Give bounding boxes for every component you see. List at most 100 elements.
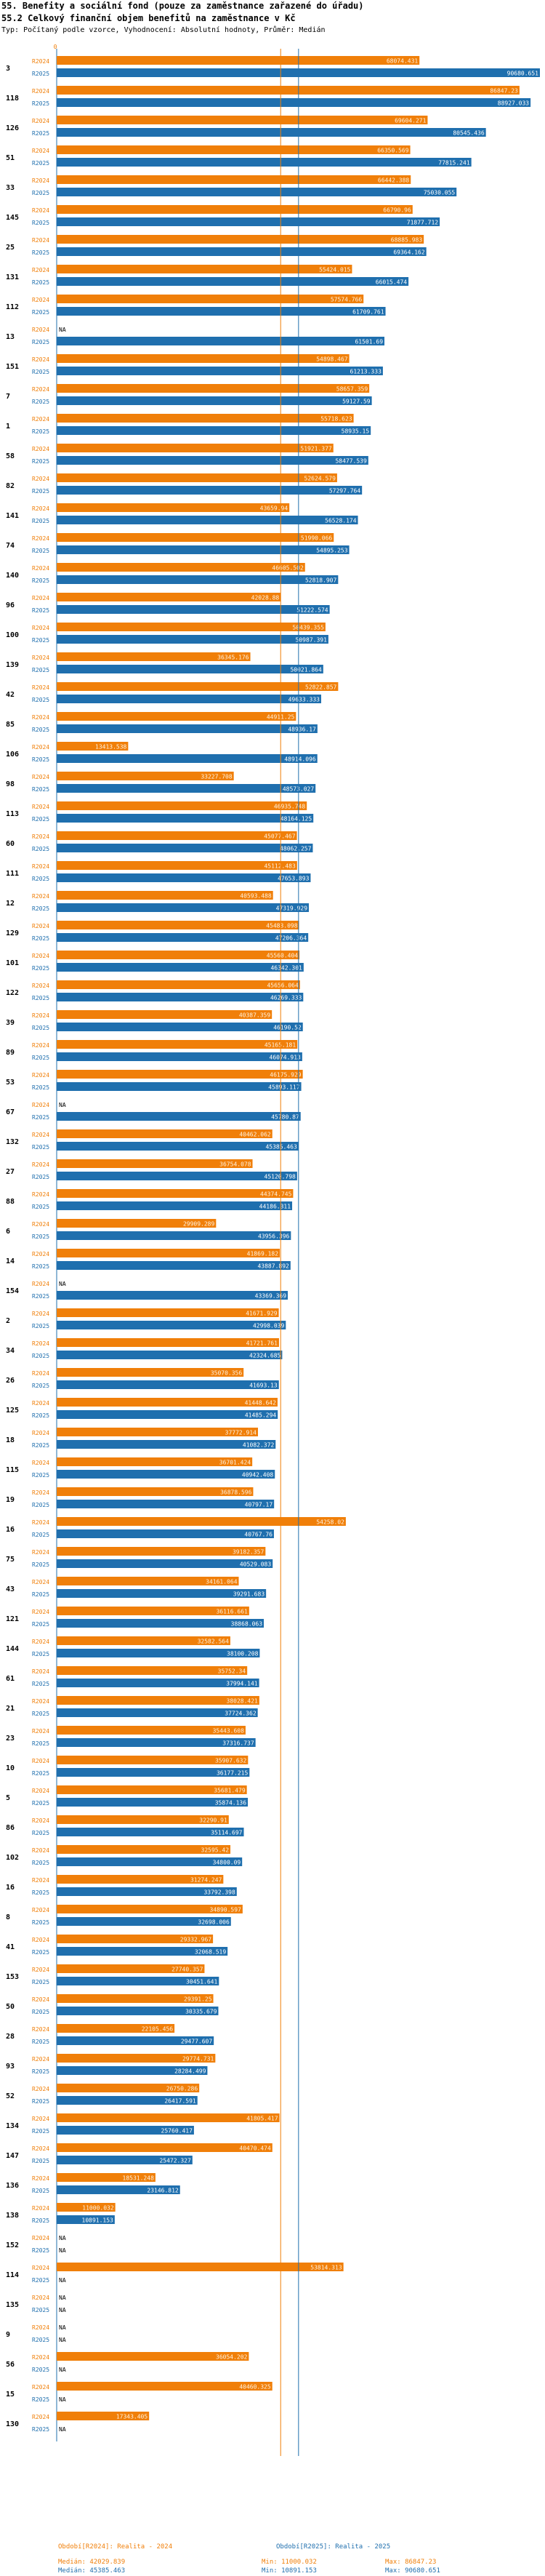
bar-r2024 (57, 563, 305, 572)
bar-r2024 (57, 1517, 346, 1526)
group-label: 122 (6, 989, 19, 997)
series-label-r2024: R2024 (32, 1758, 49, 1764)
data-label: 41693.13 (249, 1383, 278, 1389)
bar-r2024 (57, 891, 273, 900)
group-label: 34 (6, 1347, 15, 1355)
series-label-r2024: R2024 (32, 1609, 49, 1615)
series-label-r2025: R2025 (32, 518, 49, 524)
group-label: 60 (6, 840, 15, 848)
series-label-r2025: R2025 (32, 2188, 49, 2194)
data-label: 49633.333 (288, 697, 320, 703)
bar-r2025 (57, 2185, 180, 2194)
series-label-r2024: R2024 (32, 2086, 49, 2092)
bar-r2025 (57, 337, 385, 345)
bar-r2024 (57, 1428, 259, 1436)
data-label: 43659.94 (260, 505, 288, 512)
series-label-r2024: R2024 (32, 1907, 49, 1913)
data-label: 26750.286 (166, 2086, 198, 2092)
series-label-r2025: R2025 (32, 2367, 49, 2373)
data-label: 46175.929 (270, 1072, 302, 1079)
series-label-r2025: R2025 (32, 1561, 49, 1568)
group-label: 74 (6, 542, 15, 550)
data-label: 36701.424 (219, 1460, 251, 1466)
bar-r2024 (57, 1577, 239, 1585)
bar-r2024 (57, 831, 297, 840)
series-label-r2025: R2025 (32, 2068, 49, 2075)
series-label-r2024: R2024 (32, 1519, 49, 1526)
data-label: 41721.761 (246, 1340, 278, 1347)
series-label-r2024: R2024 (32, 595, 49, 601)
series-label-r2025: R2025 (32, 1651, 49, 1657)
data-label: 37724.362 (225, 1711, 257, 1717)
data-label: 35443.608 (213, 1728, 245, 1735)
bar-r2024 (57, 1726, 246, 1735)
data-label: 38100.208 (227, 1651, 259, 1657)
bar-r2024 (57, 1070, 303, 1079)
data-label: 54895.253 (316, 548, 348, 554)
bar-r2024 (57, 1994, 214, 2003)
series-label-r2025: R2025 (32, 1591, 49, 1598)
series-label-r2024: R2024 (32, 2175, 49, 2182)
series-label-r2025: R2025 (32, 965, 49, 972)
series-label-r2024: R2024 (32, 2145, 49, 2152)
group-label: 113 (6, 810, 19, 818)
data-label: 59127.59 (342, 399, 371, 405)
bar-r2024 (57, 265, 352, 273)
bar-r2024 (57, 2084, 200, 2092)
series-label-r2025: R2025 (32, 1770, 49, 1777)
group-label: 13 (6, 333, 15, 341)
series-label-r2025: R2025 (32, 1144, 49, 1151)
series-label-r2024: R2024 (32, 148, 49, 154)
group-label: 114 (6, 2271, 19, 2279)
group-label: 19 (6, 1496, 15, 1504)
data-label: 42998.039 (253, 1323, 285, 1329)
bar-r2025 (57, 1440, 276, 1449)
bar-r2024 (57, 682, 339, 691)
group-label: 131 (6, 273, 19, 281)
series-label-r2024: R2024 (32, 58, 49, 65)
bar-r2025 (57, 2066, 208, 2075)
series-label-r2024: R2024 (32, 833, 49, 840)
series-label-r2025: R2025 (32, 1889, 49, 1896)
missing-value-label: NA (59, 2426, 66, 2433)
series-label-r2024: R2024 (32, 983, 49, 989)
series-label-r2025: R2025 (32, 1800, 49, 1807)
series-label-r2024: R2024 (32, 863, 49, 870)
data-label: 52822.857 (305, 684, 337, 691)
series-label-r2025: R2025 (32, 190, 49, 196)
data-label: 28284.499 (174, 2068, 206, 2075)
bar-r2024 (57, 1547, 266, 1556)
series-label-r2024: R2024 (32, 1817, 49, 1824)
bar-r2024 (57, 1696, 259, 1705)
series-label-r2024: R2024 (32, 923, 49, 929)
series-label-r2024: R2024 (32, 2056, 49, 2063)
series-label-r2025: R2025 (32, 846, 49, 852)
data-label: 51921.377 (300, 446, 332, 452)
data-label: 27740.357 (171, 1967, 203, 1973)
bar-r2024 (57, 1636, 230, 1645)
data-label: 75030.055 (424, 190, 456, 196)
data-label: 48936.17 (288, 727, 316, 733)
bar-r2025 (57, 1321, 286, 1329)
bar-r2024 (57, 1368, 244, 1377)
series-label-r2025: R2025 (32, 1353, 49, 1359)
data-label: 41448.642 (245, 1400, 277, 1407)
series-label-r2025: R2025 (32, 1532, 49, 1538)
data-label: 39291.683 (233, 1591, 265, 1598)
bar-r2024 (57, 921, 299, 929)
bar-r2024 (57, 1219, 217, 1228)
group-label: 147 (6, 2152, 19, 2160)
data-label: 61213.333 (350, 369, 382, 375)
data-label: 29909.289 (183, 1221, 215, 1228)
series-label-r2025: R2025 (32, 2396, 49, 2403)
bar-r2025 (57, 754, 318, 763)
chart-meta: Typ: Počítaný podle vzorce, Vyhodnocení:… (1, 26, 326, 34)
bar-r2025 (57, 1828, 244, 1836)
data-label: 31274.247 (190, 1877, 222, 1884)
series-label-r2024: R2024 (32, 118, 49, 124)
bar-r2024 (57, 2263, 344, 2271)
group-label: 1 (6, 423, 10, 431)
group-label: 152 (6, 2241, 19, 2249)
series-label-r2024: R2024 (32, 1489, 49, 1496)
group-label: 112 (6, 303, 19, 311)
